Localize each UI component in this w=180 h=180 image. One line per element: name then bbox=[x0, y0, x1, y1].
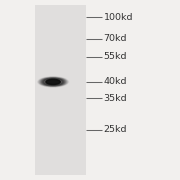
Text: 70kd: 70kd bbox=[103, 34, 127, 43]
Text: 40kd: 40kd bbox=[103, 77, 127, 86]
Ellipse shape bbox=[46, 79, 60, 84]
Text: 55kd: 55kd bbox=[103, 52, 127, 61]
Text: 100kd: 100kd bbox=[103, 13, 133, 22]
Bar bbox=[35, 5, 86, 175]
Text: 25kd: 25kd bbox=[103, 125, 127, 134]
Ellipse shape bbox=[39, 77, 68, 87]
Ellipse shape bbox=[42, 78, 65, 86]
Ellipse shape bbox=[40, 78, 66, 86]
Ellipse shape bbox=[41, 78, 65, 86]
Ellipse shape bbox=[39, 77, 67, 86]
Ellipse shape bbox=[43, 79, 63, 85]
Ellipse shape bbox=[42, 78, 64, 86]
Text: 35kd: 35kd bbox=[103, 94, 127, 103]
